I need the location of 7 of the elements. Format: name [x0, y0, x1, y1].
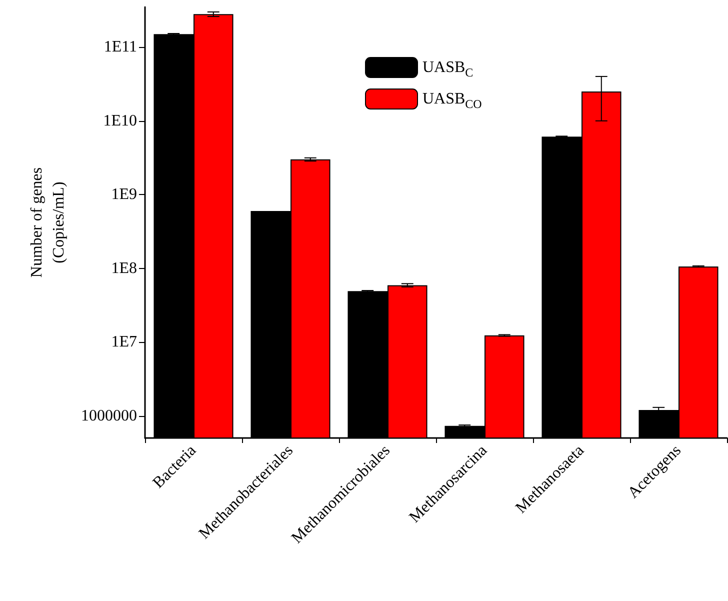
y-tick-label: 1E8: [111, 260, 137, 277]
y-tick-label: 1E11: [104, 38, 137, 56]
y-tick-label: 1000000: [81, 407, 137, 424]
y-tick-label: 1E10: [103, 112, 137, 130]
y-axis-title: Number of genes (Copies/mL): [28, 167, 68, 278]
y-tick-label: 1E9: [111, 186, 137, 204]
y-tick-label: 1E7: [111, 334, 137, 351]
